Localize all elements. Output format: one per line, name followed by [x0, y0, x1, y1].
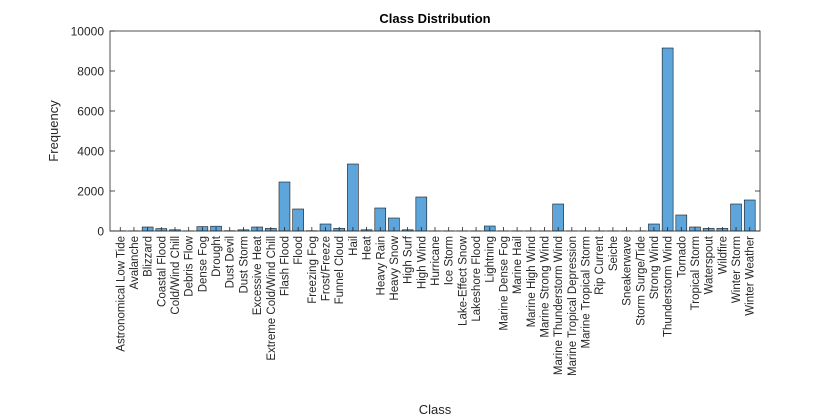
x-tick-label: Wildfire — [717, 236, 729, 274]
x-tick-label: Frost/Freeze — [321, 236, 333, 301]
chart-title: Class Distribution — [379, 11, 490, 26]
x-tick-label: Ice Storm — [444, 236, 456, 285]
x-tick-label: Tropical Storm — [690, 236, 702, 310]
x-ticks-group: Astronomical Low Tide Avalanche Blizzard Co… — [115, 227, 757, 376]
x-tick-label: Waterspout — [704, 235, 716, 294]
y-tick-label: 4000 — [77, 145, 104, 159]
x-tick-label: Marine Dense Fog — [498, 236, 510, 331]
x-tick-label: Heat — [362, 235, 374, 260]
x-tick-label: Lightning — [485, 236, 497, 283]
y-ticks-group: 0 2000 4000 6000 8000 10000 — [71, 25, 760, 239]
bar — [278, 181, 291, 232]
x-axis-label: Class — [419, 402, 452, 417]
x-tick-label: Freezing Fog — [307, 236, 319, 304]
x-tick-label: Astronomical Low Tide — [115, 236, 127, 352]
y-tick-label: 8000 — [77, 65, 104, 79]
y-tick-label: 6000 — [77, 105, 104, 119]
y-axis-label: Frequency — [46, 100, 61, 162]
x-tick-label: Rip Current — [594, 235, 606, 295]
bar — [730, 203, 742, 232]
x-tick-label: Sneakerwave — [622, 236, 634, 306]
x-tick-label: Dense Fog — [197, 236, 209, 292]
x-tick-label: Strong Wind — [649, 236, 661, 299]
bar — [661, 47, 674, 232]
x-tick-label: Winter Storm — [731, 236, 743, 303]
x-tick-label: Marine High Wind — [526, 236, 538, 327]
x-tick-label: Heavy Snow — [389, 235, 401, 300]
x-tick-label: Storm Surge/Tide — [635, 236, 647, 326]
bar — [552, 203, 564, 232]
y-tick-label: 0 — [97, 225, 104, 239]
x-tick-label: Coastal Flood — [156, 236, 168, 307]
x-tick-label: Winter Weather — [745, 236, 757, 316]
x-tick-label: High Wind — [416, 236, 428, 289]
x-tick-label: Dust Storm — [238, 236, 250, 294]
bar — [415, 196, 428, 232]
x-tick-label: Seiche — [608, 236, 620, 271]
bar — [743, 199, 756, 232]
x-tick-label: Lakeshore Flood — [471, 236, 483, 322]
x-tick-label: Marine Tropical Depression — [567, 236, 579, 376]
x-tick-label: Flood — [293, 236, 305, 265]
x-tick-label: Flash Flood — [279, 236, 291, 296]
x-tick-label: Hail — [348, 236, 360, 256]
x-tick-label: Extreme Cold/Wind Chill — [266, 236, 278, 361]
x-tick-label: Marine Strong Wind — [539, 236, 551, 338]
x-tick-label: Avalanche — [129, 236, 141, 290]
x-tick-label: Debris Flow — [184, 235, 196, 296]
x-tick-label: Heavy Rain — [375, 236, 387, 295]
x-tick-label: Blizzard — [143, 236, 155, 277]
x-tick-label: Drought — [211, 235, 223, 277]
x-tick-label: Lake-Effect Snow — [457, 235, 469, 326]
x-tick-label: Marine Tropical Storm — [581, 236, 593, 348]
x-tick-label: Marine Hail — [512, 236, 524, 294]
bar — [347, 163, 359, 232]
x-tick-label: Cold/Wind Chill — [170, 236, 182, 315]
x-tick-label: Dust Devil — [225, 236, 237, 288]
y-tick-label: 2000 — [77, 185, 104, 199]
y-tick-label: 10000 — [71, 25, 105, 39]
plot-area-box — [109, 30, 761, 232]
x-tick-label: Marine Thunderstorm Wind — [553, 236, 565, 375]
x-tick-label: Funnel Cloud — [334, 236, 346, 304]
x-tick-label: Thunderstorm Wind — [663, 236, 675, 337]
x-tick-label: High Surf — [403, 235, 415, 284]
x-tick-label: Excessive Heat — [252, 235, 264, 315]
x-tick-label: Hurricane — [430, 236, 442, 286]
x-tick-label: Tornado — [676, 236, 688, 278]
